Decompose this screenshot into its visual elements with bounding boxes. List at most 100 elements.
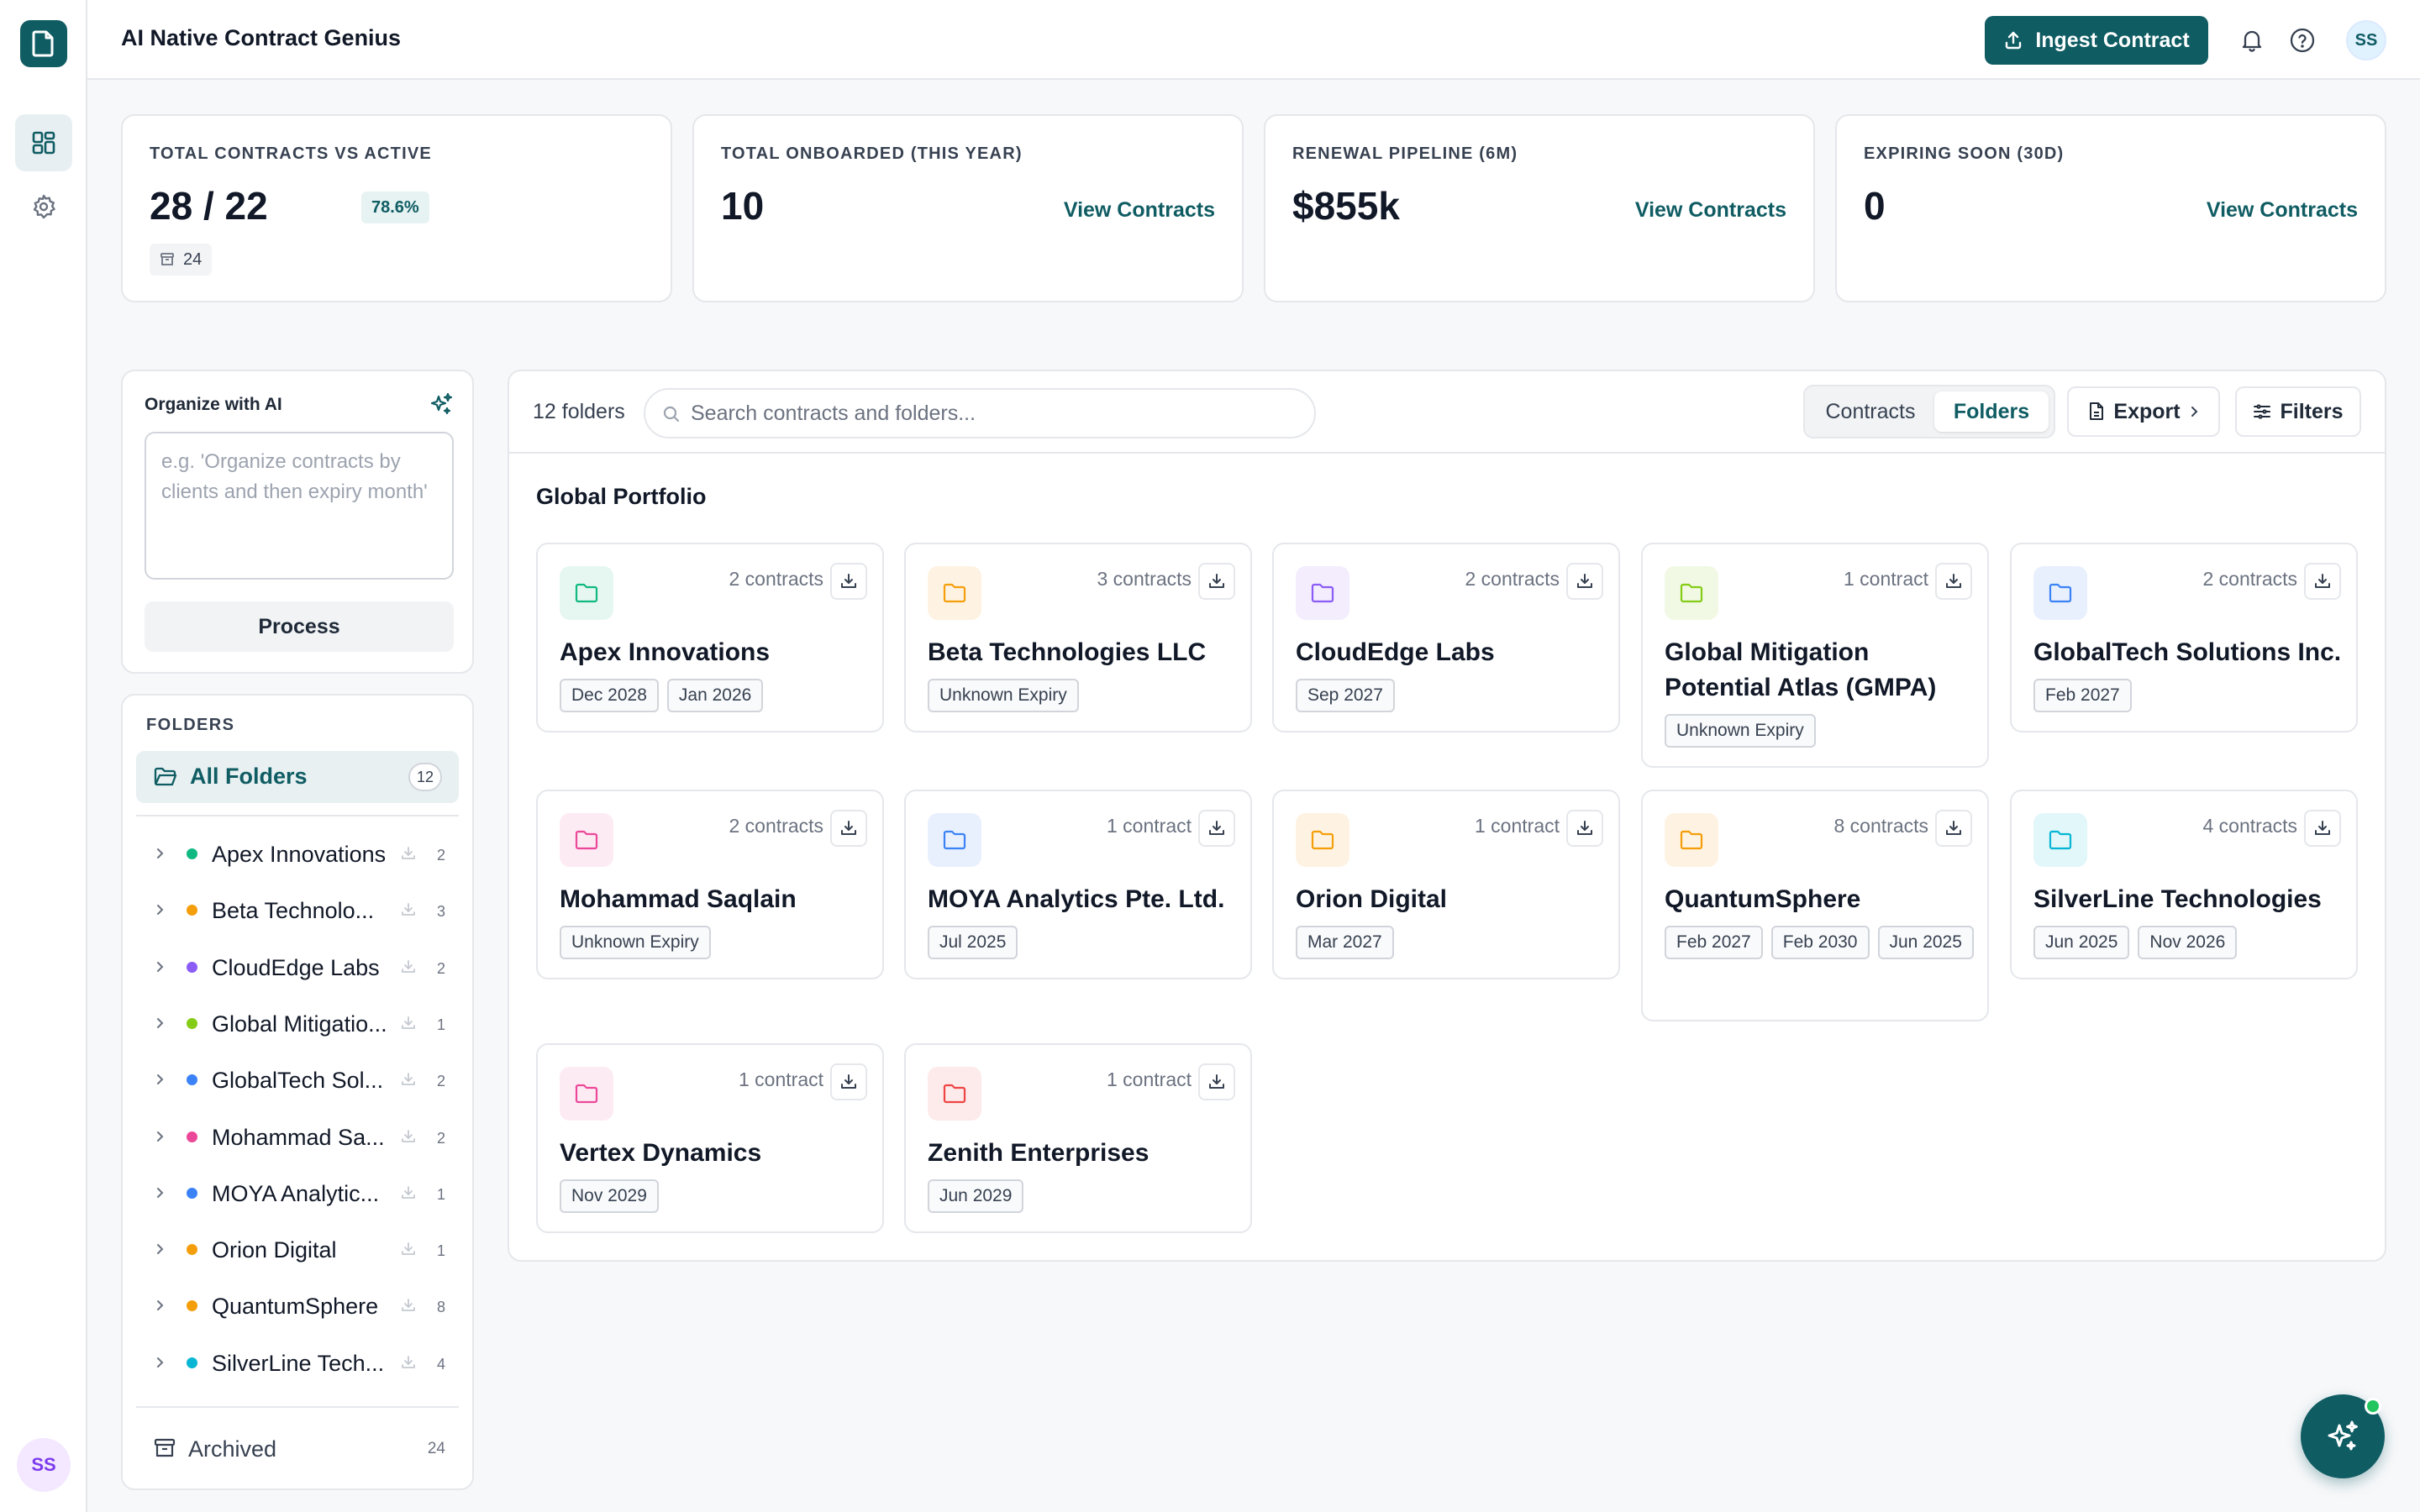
chevron-right-icon[interactable] [155, 1073, 165, 1086]
search-box[interactable] [644, 388, 1316, 438]
archived-item[interactable]: Archived 24 [136, 1423, 459, 1473]
download-icon[interactable] [400, 845, 417, 862]
expiry-tags: Unknown Expiry [1665, 714, 1975, 748]
folder-card[interactable]: 2 contracts Apex Innovations Dec 2028 Jan 2… [536, 543, 884, 732]
view-contracts-link[interactable]: View Contracts [1634, 198, 1786, 222]
download-button[interactable] [1566, 810, 1603, 847]
download-icon[interactable] [400, 1015, 417, 1032]
folder-card[interactable]: 2 contracts CloudEdge Labs Sep 2027 [1272, 543, 1620, 732]
chevron-right-icon[interactable] [155, 1242, 165, 1256]
sidebar-folder-item[interactable]: Mohammad Sa... 2 [136, 1111, 459, 1162]
sidebar-folder-item[interactable]: CloudEdge Labs 2 [136, 942, 459, 992]
sidebar-folder-item[interactable]: Beta Technolo... 3 [136, 885, 459, 935]
settings-icon[interactable] [15, 178, 72, 235]
download-icon[interactable] [400, 1071, 417, 1088]
expiry-tags: Jun 2029 [928, 1179, 1239, 1213]
help-icon[interactable] [2287, 25, 2317, 55]
sidebar-folder-count: 2 [436, 959, 445, 977]
organize-prompt-input[interactable] [145, 432, 454, 580]
download-icon[interactable] [400, 1297, 417, 1314]
folder-name: Vertex Dynamics [560, 1139, 762, 1167]
download-icon[interactable] [400, 1354, 417, 1371]
folder-card[interactable]: 3 contracts Beta Technologies LLC Unknown … [904, 543, 1252, 732]
download-button[interactable] [2304, 563, 2341, 600]
download-icon[interactable] [400, 1241, 417, 1257]
folder-card[interactable]: 2 contracts GlobalTech Solutions Inc. Feb … [2010, 543, 2358, 732]
filters-button[interactable]: Filters [2235, 386, 2361, 437]
dashboard-icon[interactable] [15, 114, 72, 171]
bell-icon[interactable] [2237, 25, 2267, 55]
chevron-right-icon[interactable] [155, 960, 165, 974]
expiry-tags: Feb 2027 [2033, 679, 2344, 712]
archive-icon [153, 1436, 176, 1460]
view-contracts-link[interactable]: View Contracts [2206, 198, 2358, 222]
view-contracts-link[interactable]: View Contracts [1063, 198, 1215, 222]
download-button[interactable] [1935, 810, 1972, 847]
download-icon[interactable] [400, 1184, 417, 1201]
sidebar-folder-item[interactable]: SilverLine Tech... 4 [136, 1337, 459, 1388]
chevron-right-icon[interactable] [155, 1130, 165, 1143]
sidebar-folder-item[interactable]: QuantumSphere 8 [136, 1280, 459, 1331]
expiry-tag: Unknown Expiry [560, 926, 711, 959]
download-button[interactable] [1566, 563, 1603, 600]
all-folders-item[interactable]: All Folders 12 [136, 751, 459, 803]
folder-icon [928, 813, 981, 867]
chevron-right-icon[interactable] [155, 1356, 165, 1369]
ingest-contract-button[interactable]: Ingest Contract [1985, 16, 2208, 65]
download-button[interactable] [1935, 563, 1972, 600]
folder-card[interactable]: 8 contracts QuantumSphere Feb 2027 Feb 2030… [1641, 790, 1989, 1021]
tab-folders[interactable]: Folders [1934, 391, 2049, 432]
folder-color-dot [187, 961, 197, 973]
user-avatar[interactable]: SS [17, 1438, 71, 1492]
app-logo-icon[interactable] [20, 20, 67, 67]
download-button[interactable] [830, 810, 867, 847]
chevron-right-icon[interactable] [155, 1016, 165, 1030]
tab-contracts[interactable]: Contracts [1825, 399, 1916, 423]
search-input[interactable] [691, 398, 1296, 428]
chevron-right-icon[interactable] [155, 1299, 165, 1312]
expiry-tags: Mar 2027 [1296, 926, 1607, 959]
header-user-avatar[interactable]: SS [2346, 20, 2386, 60]
sidebar-folder-item[interactable]: Global Mitigatio... 1 [136, 998, 459, 1048]
chevron-right-icon[interactable] [155, 847, 165, 860]
expiry-tag: Jan 2026 [666, 679, 764, 712]
organize-title: Organize with AI [145, 395, 282, 414]
sidebar-folder-count: 1 [436, 1185, 445, 1203]
download-icon [841, 1074, 856, 1089]
download-icon [1209, 1074, 1224, 1089]
expiry-tag: Jun 2025 [1877, 926, 1974, 959]
download-button[interactable] [830, 563, 867, 600]
download-icon[interactable] [400, 901, 417, 918]
download-button[interactable] [1198, 810, 1235, 847]
sidebar-folder-item[interactable]: Orion Digital 1 [136, 1224, 459, 1274]
sidebar-folder-item[interactable]: MOYA Analytic... 1 [136, 1168, 459, 1218]
folder-color-dot [187, 1244, 197, 1256]
sidebar-folder-item[interactable]: Apex Innovations 2 [136, 828, 459, 879]
download-button[interactable] [2304, 810, 2341, 847]
sidebar-folder-label: Mohammad Sa... [212, 1124, 385, 1150]
sparkles-icon [2328, 1420, 2358, 1451]
folder-card[interactable]: 1 contract Orion Digital Mar 2027 [1272, 790, 1620, 979]
folder-card[interactable]: 1 contract MOYA Analytics Pte. Ltd. Jul 20… [904, 790, 1252, 979]
sidebar-folder-item[interactable]: GlobalTech Sol... 2 [136, 1054, 459, 1105]
filter-sliders-icon [2254, 404, 2271, 419]
folder-card[interactable]: 2 contracts Mohammad Saqlain Unknown Expir… [536, 790, 884, 979]
expiry-tag: Sep 2027 [1296, 679, 1395, 712]
download-icon[interactable] [400, 958, 417, 975]
folder-card[interactable]: 1 contract Vertex Dynamics Nov 2029 [536, 1043, 884, 1233]
export-button[interactable]: Export [2067, 386, 2220, 437]
download-button[interactable] [1198, 563, 1235, 600]
download-icon[interactable] [400, 1128, 417, 1145]
chevron-right-icon[interactable] [155, 1186, 165, 1200]
chevron-right-icon[interactable] [155, 903, 165, 916]
folder-icon [928, 1067, 981, 1121]
download-button[interactable] [1198, 1063, 1235, 1100]
download-button[interactable] [830, 1063, 867, 1100]
folder-card[interactable]: 4 contracts SilverLine Technologies Jun 20… [2010, 790, 2358, 979]
expiry-tag: Feb 2030 [1770, 926, 1870, 959]
folder-card[interactable]: 1 contract Zenith Enterprises Jun 2029 [904, 1043, 1252, 1233]
process-button[interactable]: Process [145, 601, 454, 652]
folder-card[interactable]: 1 contract Global Mitigation Potential At… [1641, 543, 1989, 768]
stat-label: TOTAL CONTRACTS VS ACTIVE [150, 144, 432, 163]
sidebar-folder-count: 4 [436, 1355, 445, 1373]
